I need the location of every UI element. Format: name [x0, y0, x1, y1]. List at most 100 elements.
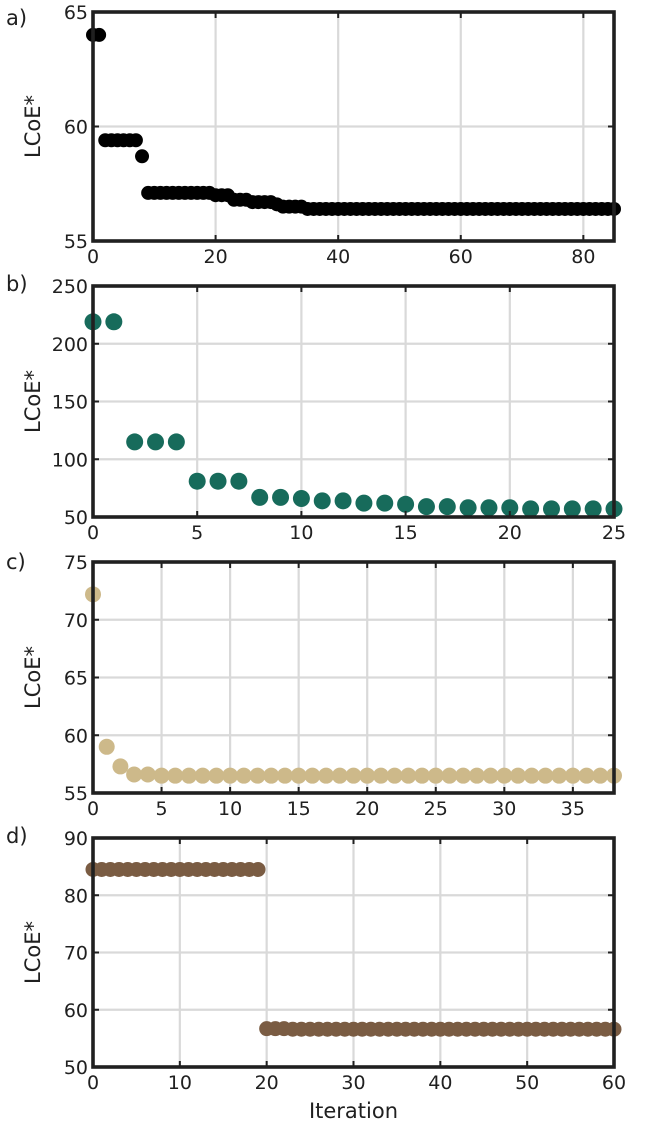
y-tick-label: 250	[52, 276, 88, 298]
data-point	[263, 767, 280, 784]
y-tick-label: 90	[64, 828, 88, 850]
data-point	[318, 767, 335, 784]
x-tick-label: 60	[602, 1072, 626, 1094]
data-point	[563, 500, 581, 518]
data-point	[427, 767, 444, 784]
data-point	[359, 767, 376, 784]
data-point	[376, 494, 394, 512]
x-tick-label: 10	[168, 1072, 192, 1094]
data-point	[112, 758, 129, 775]
data-point	[372, 767, 389, 784]
x-tick-label: 60	[449, 246, 473, 268]
x-tick-label: 30	[492, 798, 516, 820]
data-point	[496, 767, 513, 784]
x-tick-label: 35	[561, 798, 585, 820]
data-point	[180, 767, 197, 784]
data-point	[188, 472, 206, 490]
data-point	[501, 499, 519, 517]
data-point	[417, 498, 435, 516]
y-tick-label: 50	[64, 507, 88, 529]
data-point	[334, 492, 352, 510]
data-point	[459, 499, 477, 517]
y-tick-label: 70	[64, 943, 88, 965]
data-point	[139, 766, 156, 783]
x-tick-label: 40	[428, 1072, 452, 1094]
data-point	[564, 767, 581, 784]
data-point	[441, 767, 458, 784]
data-point	[194, 767, 211, 784]
data-point	[438, 498, 456, 516]
y-tick-label: 100	[52, 449, 88, 471]
data-point	[126, 433, 144, 451]
panel-label: c)	[6, 550, 26, 574]
data-point	[92, 27, 107, 42]
data-point	[386, 767, 403, 784]
chart-panel-3: 0 5 10 15 20 25 30 35 55 60 65 70 75 LCoE* c)	[6, 550, 622, 820]
x-tick-label: 10	[289, 522, 313, 544]
chart-panel-4: 0 10 20 30 40 50 60 50 60 70 80 90 LCoE* Iteration d)	[6, 824, 626, 1123]
data-point	[208, 767, 225, 784]
data-point	[222, 767, 239, 784]
data-point	[542, 500, 560, 518]
data-point	[482, 767, 499, 784]
x-tick-label: 25	[602, 522, 626, 544]
x-tick-label: 15	[287, 798, 311, 820]
data-point	[105, 313, 123, 331]
x-tick-label: 0	[87, 1072, 99, 1094]
y-tick-label: 150	[52, 392, 88, 414]
data-point	[414, 767, 431, 784]
x-tick-label: 10	[218, 798, 242, 820]
data-point	[523, 767, 540, 784]
x-tick-label: 40	[326, 246, 350, 268]
data-point	[455, 767, 472, 784]
y-tick-label: 50	[64, 1057, 88, 1079]
panel-label: a)	[6, 6, 27, 30]
y-tick-label: 75	[64, 552, 88, 574]
y-tick-label: 65	[64, 2, 88, 24]
data-point	[128, 133, 143, 148]
data-point	[250, 861, 266, 877]
data-point	[167, 767, 184, 784]
data-point	[397, 495, 415, 513]
data-point	[592, 767, 609, 784]
x-tick-label: 20	[498, 522, 522, 544]
chart-panel-2: 0 5 10 15 20 25 50 100 150 200 250 LCoE* b)	[6, 272, 626, 544]
x-tick-label: 15	[394, 522, 418, 544]
y-tick-label: 80	[64, 885, 88, 907]
data-point	[584, 500, 602, 518]
x-tick-label: 5	[156, 798, 168, 820]
data-point	[135, 149, 150, 164]
data-point	[345, 767, 362, 784]
data-point	[209, 472, 227, 490]
x-tick-label: 30	[341, 1072, 365, 1094]
y-tick-label: 70	[64, 610, 88, 632]
data-point	[251, 488, 269, 506]
data-point	[551, 767, 568, 784]
x-tick-label: 20	[203, 246, 227, 268]
data-point	[355, 494, 373, 512]
data-point	[167, 433, 185, 451]
panel-label: d)	[6, 824, 28, 848]
y-tick-label: 55	[64, 783, 88, 805]
data-point	[400, 767, 417, 784]
data-point	[98, 738, 115, 755]
x-tick-label: 0	[87, 798, 99, 820]
data-point	[153, 767, 170, 784]
y-axis-label: LCoE*	[21, 646, 45, 709]
data-point	[292, 490, 310, 508]
data-point	[290, 767, 307, 784]
data-point	[537, 767, 554, 784]
data-point	[578, 767, 595, 784]
chart-panel-1: 0 20 40 60 80 55 60 65 LCoE* a)	[6, 2, 621, 268]
data-point	[480, 499, 498, 517]
x-tick-label: 20	[355, 798, 379, 820]
data-point	[510, 767, 527, 784]
data-point	[249, 767, 266, 784]
x-tick-label: 80	[571, 246, 595, 268]
y-tick-label: 55	[64, 231, 88, 253]
data-point	[126, 766, 143, 783]
data-point	[235, 767, 252, 784]
data-point	[331, 767, 348, 784]
data-point	[468, 767, 485, 784]
